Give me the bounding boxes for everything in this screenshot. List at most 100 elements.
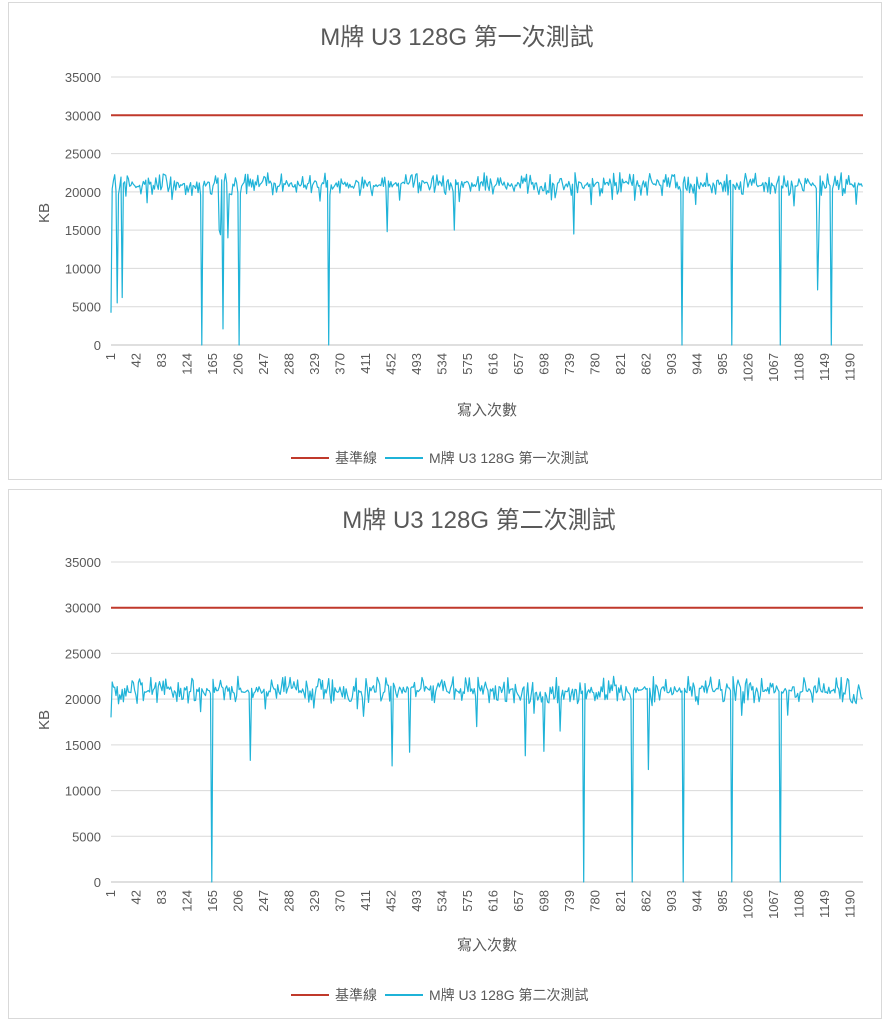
y-tick-label: 35000 — [65, 70, 101, 85]
x-tick-label: 657 — [511, 890, 526, 912]
x-tick-label: 1067 — [766, 890, 781, 919]
x-tick-label: 206 — [231, 890, 246, 912]
x-tick-label: 165 — [205, 890, 220, 912]
x-tick-label: 1149 — [817, 890, 832, 918]
x-tick-label: 124 — [180, 890, 195, 912]
x-tick-label: 657 — [511, 353, 526, 375]
chart-1-svg: M牌 U3 128G 第一次測試 35000300002500020000150… — [36, 24, 863, 466]
x-tick-label: 370 — [333, 353, 348, 375]
x-tick-label: 165 — [205, 353, 220, 375]
x-tick-label: 1190 — [843, 890, 858, 918]
x-tick-label: 411 — [358, 890, 373, 911]
x-tick-label: 698 — [537, 890, 552, 912]
x-tick-label: 903 — [664, 890, 679, 912]
x-tick-label: 862 — [639, 353, 654, 375]
y-tick-label: 30000 — [65, 108, 101, 123]
x-tick-label: 821 — [613, 353, 628, 375]
x-tick-label: 493 — [409, 890, 424, 912]
x-tick-label: 1149 — [817, 353, 832, 381]
chart-2-legend: 基準線 M牌 U3 128G 第二次測試 — [291, 987, 588, 1003]
x-tick-label: 247 — [256, 890, 271, 912]
x-tick-label: 124 — [180, 353, 195, 375]
x-tick-label: 698 — [537, 353, 552, 375]
x-tick-label: 821 — [613, 890, 628, 912]
y-tick-label: 0 — [94, 875, 101, 890]
x-tick-label: 616 — [486, 353, 501, 375]
x-tick-label: 534 — [435, 353, 450, 375]
x-tick-label: 903 — [664, 353, 679, 375]
test-series-line — [110, 172, 863, 346]
x-tick-label: 985 — [715, 890, 730, 912]
x-tick-label: 329 — [307, 890, 322, 912]
x-tick-label: 780 — [588, 353, 603, 375]
x-tick-label: 247 — [256, 353, 271, 375]
x-tick-label: 329 — [307, 353, 322, 375]
x-tick-label: 42 — [129, 353, 144, 367]
chart-1-legend: 基準線 M牌 U3 128G 第一次測試 — [291, 450, 588, 466]
chart-2-ylabel: KB — [36, 710, 53, 730]
y-tick-label: 5000 — [72, 300, 101, 315]
x-tick-label: 780 — [588, 890, 603, 912]
x-tick-label: 1067 — [766, 353, 781, 382]
chart-1-title: M牌 U3 128G 第一次測試 — [320, 24, 593, 51]
x-tick-label: 616 — [486, 890, 501, 912]
x-tick-label: 1026 — [741, 353, 756, 382]
y-tick-label: 0 — [94, 338, 101, 353]
x-tick-label: 370 — [333, 890, 348, 912]
x-tick-label: 206 — [231, 353, 246, 375]
chart-2-series — [110, 606, 863, 883]
x-tick-label: 944 — [690, 353, 705, 375]
x-tick-label: 575 — [460, 353, 475, 375]
chart-1-xlabel: 寫入次數 — [457, 401, 517, 419]
x-tick-label: 83 — [154, 890, 169, 904]
x-tick-label: 42 — [129, 890, 144, 904]
chart-1-series — [110, 114, 863, 346]
chart-1-ylabel: KB — [36, 203, 53, 223]
y-tick-label: 20000 — [65, 692, 101, 707]
y-tick-label: 20000 — [65, 185, 101, 200]
chart-panel-1: M牌 U3 128G 第一次測試 35000 30000 25000 20000 150… — [8, 2, 882, 480]
legend-series-label: M牌 U3 128G 第一次測試 — [429, 450, 588, 466]
y-tick-label: 25000 — [65, 147, 101, 162]
y-tick-label: 30000 — [65, 601, 101, 616]
x-tick-label: 288 — [282, 353, 297, 375]
y-tick-label: 10000 — [65, 784, 101, 799]
x-tick-label: 1 — [103, 890, 118, 897]
x-tick-label: 1108 — [792, 353, 807, 381]
chart-2-svg: M牌 U3 128G 第二次測試 35000300002500020000150… — [36, 507, 863, 1003]
x-tick-label: 288 — [282, 890, 297, 912]
chart-2-xlabel: 寫入次數 — [457, 936, 517, 954]
legend-baseline-label: 基準線 — [335, 987, 377, 1003]
chart-1-yticks: 35000 30000 25000 20000 15000 10000 5000 0 — [65, 70, 101, 353]
y-tick-label: 25000 — [65, 646, 101, 661]
y-tick-label: 15000 — [65, 223, 101, 238]
chart-panel-2: M牌 U3 128G 第二次測試 35000 30000 25000 20000 150… — [8, 489, 882, 1019]
legend-series-label: M牌 U3 128G 第二次測試 — [429, 987, 588, 1003]
test-series-line — [110, 675, 863, 883]
chart-1-xticks: 1 42 83 124 165 206 247 288 329 370 411 452 493 534 57… — [103, 353, 858, 382]
x-tick-label: 985 — [715, 353, 730, 375]
chart-2-title: M牌 U3 128G 第二次測試 — [342, 507, 615, 534]
y-tick-label: 10000 — [65, 261, 101, 276]
x-tick-label: 83 — [154, 353, 169, 367]
x-tick-label: 575 — [460, 890, 475, 912]
y-tick-label: 5000 — [72, 829, 101, 844]
chart-2-yticks: 35000 30000 25000 20000 15000 10000 5000 0 — [65, 555, 101, 890]
x-tick-label: 452 — [384, 353, 399, 375]
x-tick-label: 1026 — [741, 890, 756, 919]
y-tick-label: 15000 — [65, 738, 101, 753]
x-tick-label: 862 — [639, 890, 654, 912]
x-tick-label: 1190 — [843, 353, 858, 381]
x-tick-label: 1108 — [792, 890, 807, 918]
y-tick-label: 35000 — [65, 555, 101, 570]
x-tick-label: 452 — [384, 890, 399, 912]
x-tick-label: 493 — [409, 353, 424, 375]
x-tick-label: 1 — [103, 353, 118, 360]
legend-baseline-label: 基準線 — [335, 450, 377, 466]
chart-2-xticks: 1 42 83 124 165 206 247 288 329 370 411 452 493 534 57… — [103, 890, 858, 919]
chart-2-gridlines — [111, 561, 863, 883]
x-tick-label: 739 — [562, 353, 577, 375]
x-tick-label: 739 — [562, 890, 577, 912]
x-tick-label: 944 — [690, 890, 705, 912]
x-tick-label: 534 — [435, 890, 450, 912]
